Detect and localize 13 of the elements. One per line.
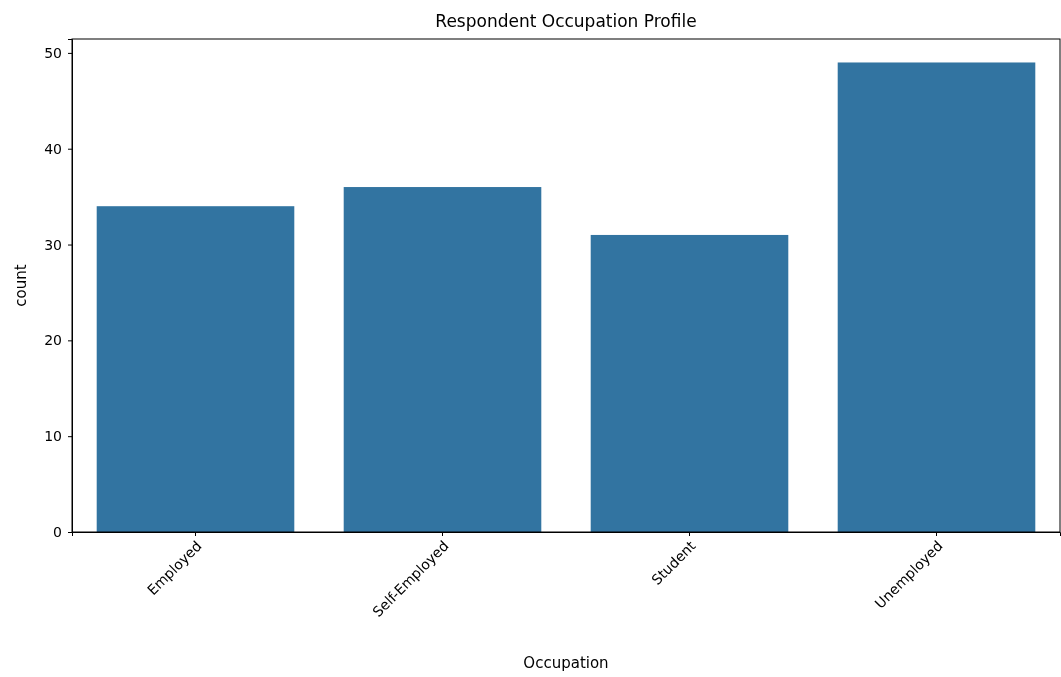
y-tick-label: 20 (44, 332, 62, 349)
y-tick-label: 30 (44, 236, 62, 253)
y-axis-title: count (12, 264, 30, 307)
bar (590, 234, 789, 532)
y-tick-label: 50 (44, 44, 62, 61)
bar (837, 62, 1036, 532)
bar (343, 187, 542, 532)
chart-title: Respondent Occupation Profile (435, 11, 697, 31)
y-tick-label: 0 (53, 523, 62, 540)
y-tick-label: 40 (44, 140, 62, 157)
x-axis-title: Occupation (523, 654, 609, 672)
bar (96, 206, 295, 532)
y-tick-label: 10 (44, 428, 62, 445)
